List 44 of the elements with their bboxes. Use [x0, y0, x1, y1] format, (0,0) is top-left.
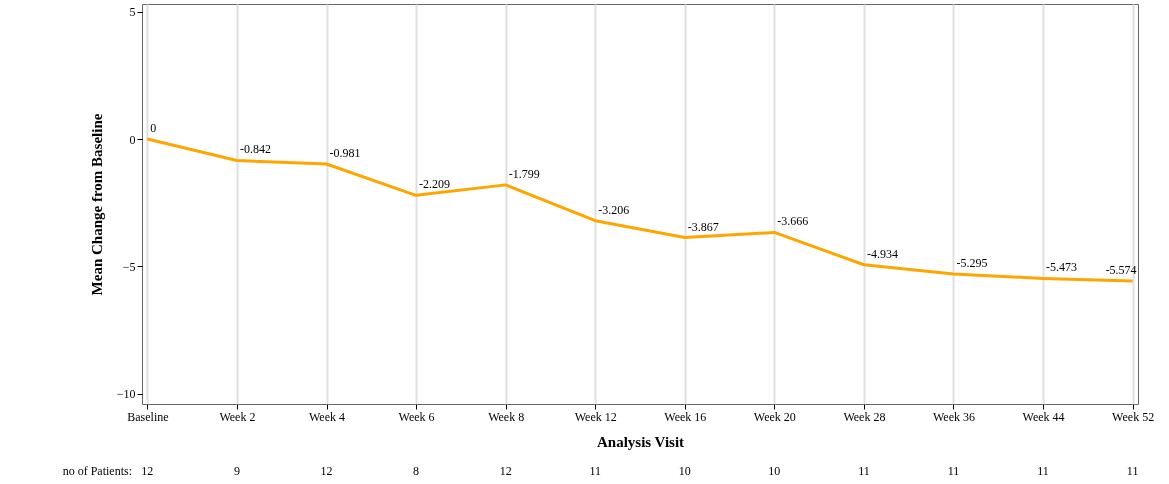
data-label: -5.574 — [1105, 263, 1137, 278]
y-axis-title: Mean Change from Baseline — [88, 113, 105, 296]
data-label: -2.209 — [419, 177, 451, 192]
data-label: -3.206 — [598, 202, 630, 217]
data-label: -0.981 — [329, 146, 361, 161]
text: 12 — [320, 464, 333, 478]
data-label: -5.295 — [956, 255, 988, 270]
x-tick-label: Baseline — [127, 409, 169, 424]
y-tick-label: 5 — [129, 5, 136, 20]
line-series — [145, 137, 1135, 283]
x-tick-label: Week 44 — [1022, 409, 1065, 424]
data-label: -4.934 — [866, 246, 898, 261]
x-tick-label: Week 36 — [932, 409, 975, 424]
x-tick-label: Week 2 — [219, 409, 256, 424]
text: 12 — [499, 464, 512, 478]
x-tick-label: Week 4 — [309, 409, 346, 424]
text: 10 — [678, 464, 691, 478]
x-tick-label: Week 6 — [398, 409, 435, 424]
y-tick-label: −5 — [122, 259, 136, 274]
data-label: 0 — [150, 121, 157, 136]
text: no of Patients: — [62, 464, 132, 478]
text: 8 — [413, 464, 420, 478]
text: 12 — [141, 464, 154, 478]
data-label: -1.799 — [508, 166, 540, 181]
y-tick-label: −10 — [116, 387, 136, 402]
text: 10 — [768, 464, 781, 478]
data-label: -0.842 — [239, 142, 271, 157]
x-tick-label: Week 20 — [753, 409, 796, 424]
data-label: -3.867 — [687, 219, 719, 234]
data-label: -5.473 — [1046, 260, 1078, 275]
data-label: -3.666 — [777, 214, 809, 229]
x-tick-label: Week 28 — [843, 409, 886, 424]
text: 11 — [589, 464, 601, 478]
text: 11 — [1037, 464, 1049, 478]
text: 11 — [947, 464, 960, 478]
x-tick-label: Week 52 — [1112, 409, 1155, 424]
text: 11 — [1126, 464, 1139, 478]
y-tick-label: 0 — [129, 132, 136, 147]
x-tick-label: Week 12 — [574, 409, 617, 424]
x-tick-label: Week 8 — [488, 409, 525, 424]
text: 11 — [858, 464, 870, 478]
x-axis-title: Analysis Visit — [596, 433, 685, 450]
text: 9 — [233, 464, 240, 478]
x-tick-label: Week 16 — [664, 409, 707, 424]
